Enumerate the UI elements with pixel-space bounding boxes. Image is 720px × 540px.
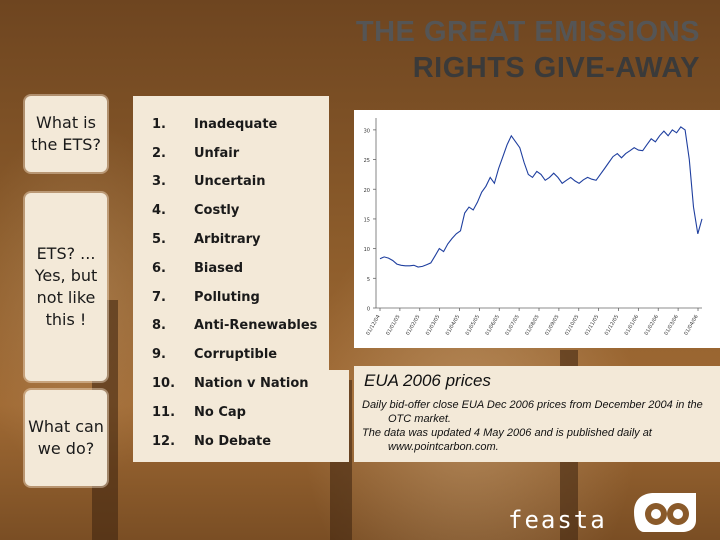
list-item-label: Arbitrary <box>194 232 261 248</box>
slide-title: THE GREAT EMISSIONS RIGHTS GIVE-AWAY <box>280 14 700 86</box>
list-item-number: 8. <box>152 318 166 334</box>
list-item: 12. No Debate <box>152 427 352 456</box>
list-item-number: 2. <box>152 145 166 161</box>
list-item-label: No Debate <box>194 433 272 449</box>
list-panel-lower <box>133 370 349 462</box>
y-tick-label: 25 <box>364 158 370 164</box>
x-tick-label: 01/04/05 <box>445 314 461 336</box>
list-item-label: Biased <box>194 260 243 276</box>
list-item-label: Anti-Renewables <box>194 318 318 334</box>
x-tick-label: 01/03/06 <box>663 314 679 336</box>
list-item: 9. Corruptible <box>152 340 352 369</box>
sidebar-box-what-is-ets[interactable]: What is the ETS? <box>25 96 107 172</box>
caption-line-2: The data was updated 4 May 2006 and is p… <box>362 427 652 453</box>
list-panel <box>133 96 329 370</box>
list-item-label: Uncertain <box>194 174 266 190</box>
x-tick-label: 01/07/05 <box>504 314 520 336</box>
y-tick-label: 15 <box>364 217 370 223</box>
y-tick-label: 5 <box>367 277 370 283</box>
list-item-number: 10. <box>152 376 176 392</box>
list-item: 8. Anti-Renewables <box>152 312 352 341</box>
list-item: 2. Unfair <box>152 139 352 168</box>
list-item-number: 5. <box>152 232 166 248</box>
title-line-1: THE GREAT EMISSIONS <box>355 16 700 48</box>
x-tick-label: 01/10/05 <box>564 314 580 336</box>
chart-caption: EUA 2006 prices Daily bid-offer close EU… <box>354 366 720 462</box>
y-tick-label: 0 <box>367 307 370 313</box>
sidebar-box-what-can-we-do[interactable]: What can we do? <box>25 390 107 486</box>
list-item-number: 4. <box>152 203 166 219</box>
list-item: 7. Polluting <box>152 283 352 312</box>
x-tick-label: 01/09/05 <box>544 314 560 336</box>
problems-list: 1. Inadequate 2. Unfair 3. Uncertain 4. Costly 5… <box>152 110 352 456</box>
caption-line-1: Daily bid-offer close EUA Dec 2006 price… <box>362 399 703 425</box>
list-item-label: Inadequate <box>194 116 278 132</box>
sidebar-box-label: What can we do? <box>28 417 104 458</box>
list-item-number: 12. <box>152 433 176 449</box>
x-tick-label: 01/11/05 <box>584 314 600 336</box>
caption-heading: EUA 2006 prices <box>364 371 491 390</box>
eua-price-chart: 0 5 10 15 20 25 30 01/12/04 01/01/05 01/02/05 01/0… <box>354 110 720 348</box>
x-tick-label: 01/05/05 <box>465 314 481 336</box>
x-tick-label: 01/02/05 <box>405 314 421 336</box>
title-line-2: RIGHTS GIVE-AWAY <box>412 52 700 84</box>
list-item-label: Costly <box>194 203 240 219</box>
list-item-label: No Cap <box>194 404 246 420</box>
x-tick-label: 01/12/04 <box>365 314 381 336</box>
x-tick-label: 01/04/06 <box>683 314 699 336</box>
series-line <box>379 126 703 268</box>
list-item: 4. Costly <box>152 196 352 225</box>
x-tick-label: 01/12/05 <box>604 314 620 336</box>
x-tick-label: 01/03/05 <box>425 314 441 336</box>
list-item: 11. No Cap <box>152 398 352 427</box>
list-item: 1. Inadequate <box>152 110 352 139</box>
feasta-logo-text: feasta <box>508 506 607 534</box>
list-item-label: Nation v Nation <box>194 376 309 392</box>
x-tick-label: 01/01/05 <box>385 314 401 336</box>
list-item: 10. Nation v Nation <box>152 369 352 398</box>
list-item-number: 7. <box>152 289 166 305</box>
x-tick-label: 01/02/06 <box>644 314 660 336</box>
list-item: 3. Uncertain <box>152 168 352 197</box>
list-item: 5. Arbitrary <box>152 225 352 254</box>
y-tick-label: 20 <box>364 188 370 194</box>
x-tick-label: 01/08/05 <box>524 314 540 336</box>
list-item-label: Corruptible <box>194 347 278 363</box>
list-item-label: Unfair <box>194 145 240 161</box>
list-item-label: Polluting <box>194 289 260 305</box>
feasta-logo-icon <box>634 493 696 532</box>
sidebar-box-ets-yes-but[interactable]: ETS? ... Yes, but not like this ! <box>25 193 107 381</box>
list-item-number: 6. <box>152 260 166 276</box>
list-item-number: 1. <box>152 116 166 132</box>
sidebar-box-label: ETS? ... Yes, but not like this ! <box>34 244 98 329</box>
y-tick-label: 30 <box>364 128 370 134</box>
x-tick-label: 01/01/06 <box>624 314 640 336</box>
y-tick-label: 10 <box>364 247 370 253</box>
list-item-number: 3. <box>152 174 166 190</box>
list-item: 6. Biased <box>152 254 352 283</box>
list-item-number: 11. <box>152 404 176 420</box>
sidebar-box-label: What is the ETS? <box>31 113 101 154</box>
list-item-number: 9. <box>152 347 166 363</box>
x-tick-label: 01/06/05 <box>485 314 501 336</box>
